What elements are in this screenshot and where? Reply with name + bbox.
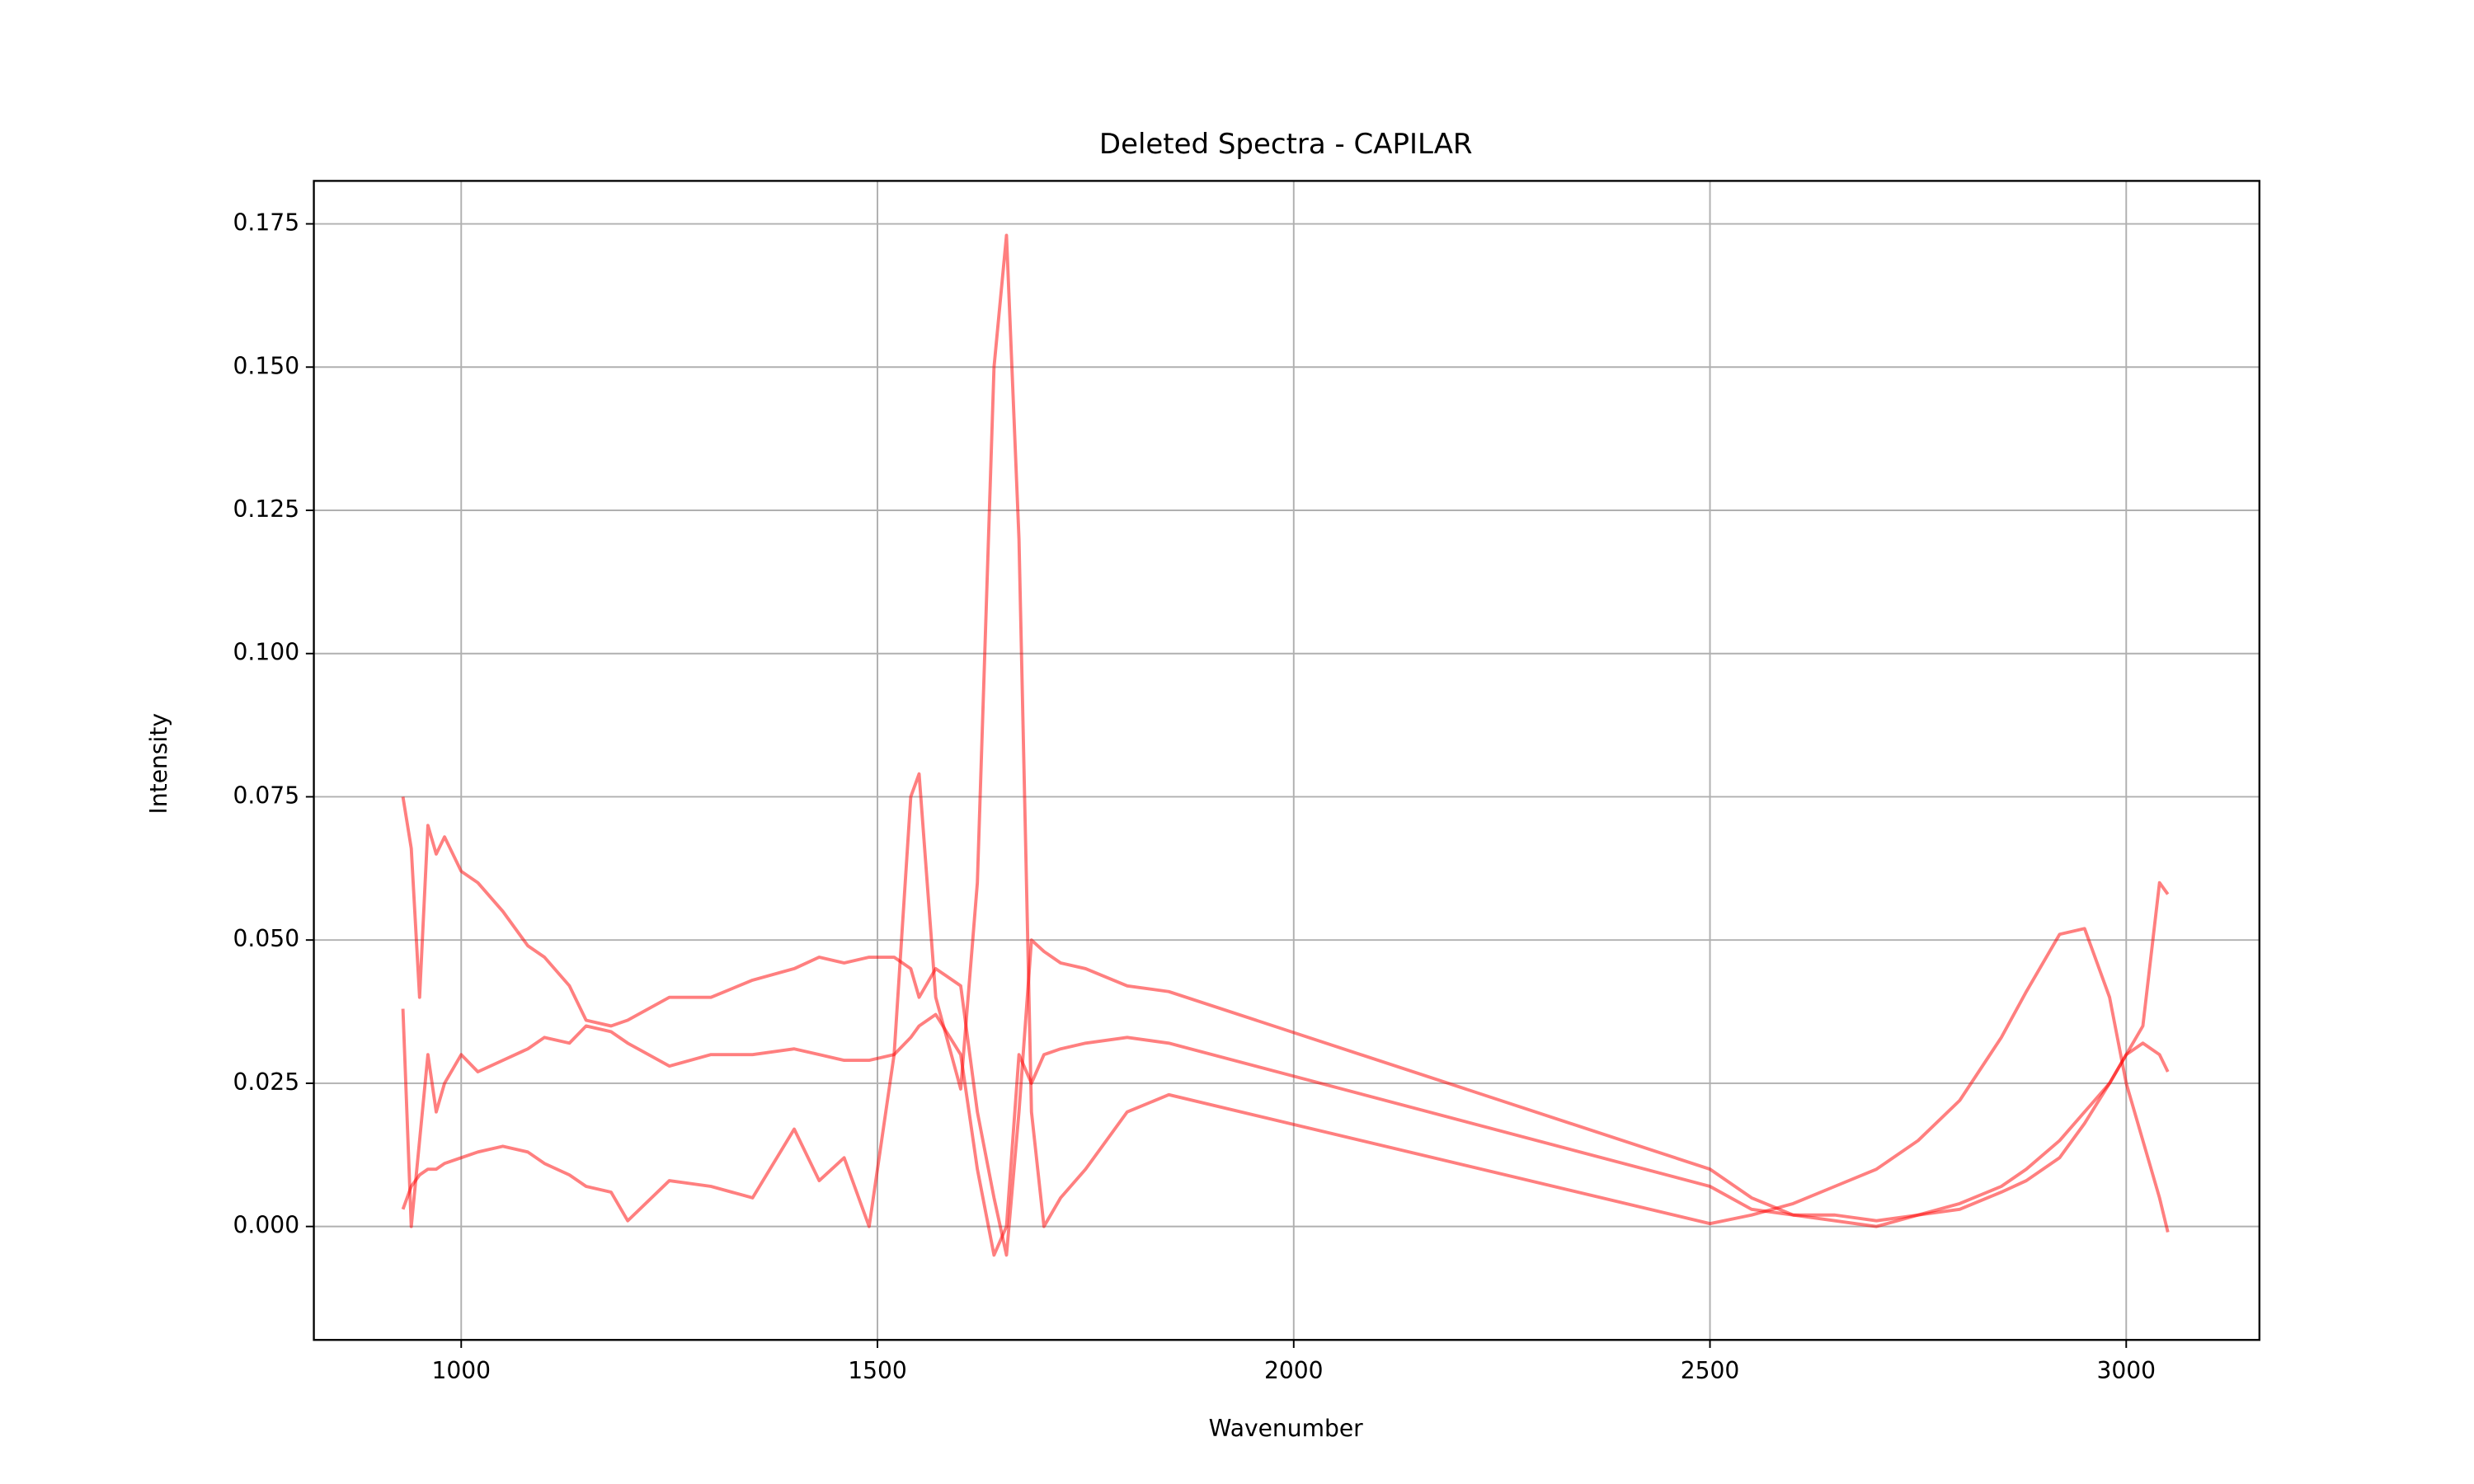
chart-title: Deleted Spectra - CAPILAR [1099, 128, 1473, 161]
plot-frame [313, 180, 2260, 1341]
x-tick-label: 2500 [1681, 1357, 1740, 1384]
y-tick-label: 0.000 [233, 1212, 300, 1239]
spectrum-line [401, 796, 2170, 1257]
y-tick-label: 0.175 [233, 209, 300, 237]
y-axis-label: Intensity [145, 713, 172, 814]
spectrum-line [401, 233, 2170, 1233]
y-tick-label: 0.125 [233, 495, 300, 523]
y-tick-label: 0.025 [233, 1068, 300, 1096]
x-axis-label: Wavenumber [1209, 1415, 1363, 1442]
x-tick-label: 1000 [431, 1357, 491, 1384]
x-tick-label: 3000 [2096, 1357, 2156, 1384]
y-tick-label: 0.050 [233, 925, 300, 952]
y-tick-label: 0.100 [233, 639, 300, 666]
x-tick-label: 2000 [1264, 1357, 1324, 1384]
x-tick-label: 1500 [848, 1357, 907, 1384]
spectrum-line [401, 1008, 2170, 1257]
y-tick-label: 0.075 [233, 782, 300, 809]
y-tick-label: 0.150 [233, 352, 300, 379]
